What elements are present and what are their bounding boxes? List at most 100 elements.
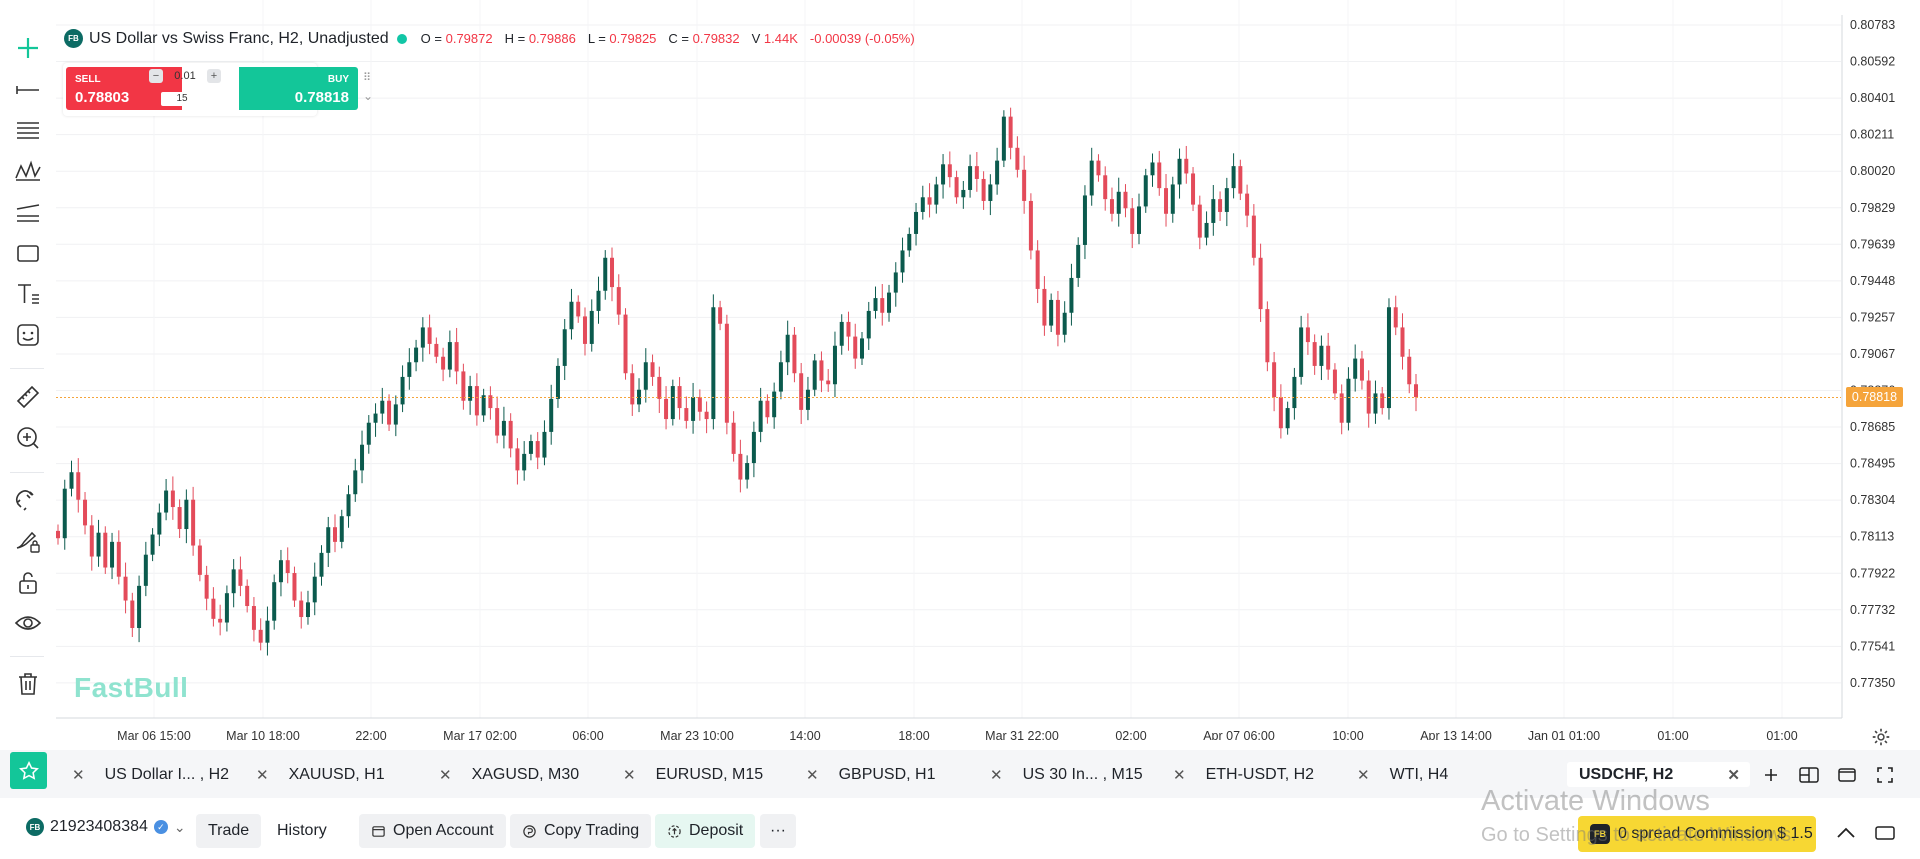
tab-xauusd[interactable]: ✕ XAUUSD, H1 xyxy=(256,762,436,787)
candle-up xyxy=(542,431,547,458)
window-button[interactable] xyxy=(1834,762,1860,788)
drawing-toolbar xyxy=(0,20,56,700)
chevron-down-icon[interactable]: ⌄ xyxy=(363,89,374,103)
copy-trading-button[interactable]: Copy Trading xyxy=(510,814,652,848)
candle-up xyxy=(941,164,946,185)
collapse-panel-button[interactable] xyxy=(1831,818,1861,848)
unlock-tool[interactable] xyxy=(10,564,46,600)
close-tab-icon[interactable]: ✕ xyxy=(806,766,819,784)
commission-banner[interactable]: FB 0 spread Commission $ 1.5 xyxy=(1578,816,1816,852)
deposit-label: Deposit xyxy=(689,822,744,839)
lot-size-input[interactable]: 0.01 xyxy=(174,70,196,82)
zoom-tool[interactable] xyxy=(10,420,46,456)
tab-usdchf[interactable]: USDCHF, H2 ✕ xyxy=(1567,762,1750,787)
candle-up xyxy=(1062,312,1067,335)
chart-area[interactable]: 0.80783 0.80592 0.80401 0.80211 0.80020 0.798… xyxy=(56,0,1920,740)
gear-icon[interactable] xyxy=(1870,726,1892,748)
price-tick-label: 0.80783 xyxy=(1850,18,1895,32)
channel-tool[interactable] xyxy=(10,194,46,230)
close-tab-icon[interactable]: ✕ xyxy=(623,766,636,784)
candle-up xyxy=(137,585,142,629)
horizontal-line-tool[interactable] xyxy=(10,71,46,107)
time-tick-label: Mar 10 18:00 xyxy=(226,729,300,740)
candle-down xyxy=(731,422,736,454)
candle-down xyxy=(89,525,94,557)
candle-down xyxy=(461,371,466,401)
candle-up xyxy=(603,257,608,291)
tab-label: WTI, H4 xyxy=(1389,765,1449,783)
lot-decrease-button[interactable]: − xyxy=(149,69,163,83)
price-chart[interactable]: 0.80783 0.80592 0.80401 0.80211 0.80020 0.798… xyxy=(56,0,1920,740)
close-tab-icon[interactable]: ✕ xyxy=(990,766,1003,784)
candle-down xyxy=(954,177,959,198)
add-tab-icon xyxy=(1765,769,1777,781)
close-tab-icon[interactable]: ✕ xyxy=(72,766,85,784)
tab-wti[interactable]: ✕ WTI, H4 xyxy=(1357,762,1537,787)
pattern-tool[interactable] xyxy=(10,153,46,189)
price-tick-label: 0.77541 xyxy=(1850,639,1895,653)
close-tab-icon[interactable]: ✕ xyxy=(1727,766,1740,784)
account-selector[interactable]: FB 21923408384 ✓ ⌄ xyxy=(26,818,186,836)
candle-up xyxy=(1211,199,1216,223)
promo-icon: FB xyxy=(1590,824,1610,844)
tab-gbpusd[interactable]: ✕ GBPUSD, H1 xyxy=(806,762,986,787)
close-tab-icon[interactable]: ✕ xyxy=(256,766,269,784)
lock-drawings-tool[interactable] xyxy=(10,523,46,559)
candle-down xyxy=(1035,250,1040,289)
ruler-icon xyxy=(16,385,40,409)
close-tab-icon[interactable]: ✕ xyxy=(439,766,452,784)
measure-tool[interactable] xyxy=(10,378,46,414)
candle-up xyxy=(751,431,756,464)
remove-drawings-tool[interactable] xyxy=(10,666,46,702)
tab-us-dollar-index[interactable]: ✕ US Dollar I... , H2 xyxy=(72,762,267,787)
more-button[interactable]: ··· xyxy=(760,814,796,848)
candle-up xyxy=(995,160,1000,185)
trade-button[interactable]: Trade xyxy=(196,814,262,848)
toolbar-divider xyxy=(10,472,44,473)
candle-down xyxy=(657,376,662,399)
open-account-button[interactable]: Open Account xyxy=(359,814,506,848)
layout-button[interactable] xyxy=(1796,762,1822,788)
history-button[interactable]: History xyxy=(265,814,339,848)
candle-up xyxy=(637,389,642,405)
crosshair-tool[interactable] xyxy=(10,30,46,66)
lot-increase-button[interactable]: + xyxy=(206,69,221,83)
emoji-tool[interactable] xyxy=(10,317,46,353)
tab-eth-usdt[interactable]: ✕ ETH-USDT, H2 xyxy=(1173,762,1353,787)
price-tick-label: 0.79067 xyxy=(1850,347,1895,361)
sell-label: SELL xyxy=(75,74,101,85)
symbol-title[interactable]: US Dollar vs Swiss Franc, H2, Unadjusted xyxy=(89,29,389,47)
tab-eurusd[interactable]: ✕ EURUSD, M15 xyxy=(623,762,803,787)
tab-us30[interactable]: ✕ US 30 In... , M15 xyxy=(990,762,1170,787)
candle-up xyxy=(772,391,777,418)
candle-down xyxy=(1197,204,1202,238)
panel-window-button[interactable] xyxy=(1870,818,1900,848)
favorites-button[interactable] xyxy=(10,752,47,789)
close-tab-icon[interactable]: ✕ xyxy=(1357,766,1370,784)
candle-up xyxy=(373,413,378,423)
visibility-tool[interactable] xyxy=(10,605,46,641)
candle-down xyxy=(170,490,175,508)
candle-up xyxy=(407,362,412,377)
tab-xagusd[interactable]: ✕ XAGUSD, M30 xyxy=(439,762,619,787)
close-tab-icon[interactable]: ✕ xyxy=(1173,766,1186,784)
candle-up xyxy=(914,211,919,234)
price-tick-label: 0.78495 xyxy=(1850,457,1895,471)
text-tool[interactable] xyxy=(10,276,46,312)
drag-handle-icon[interactable]: ⠿ xyxy=(363,72,371,84)
buy-label: BUY xyxy=(327,74,349,85)
buy-button[interactable]: BUY 0.78818 xyxy=(239,67,358,110)
fullscreen-button[interactable] xyxy=(1872,762,1898,788)
candle-up xyxy=(305,602,310,618)
tab-label: USDCHF, H2 xyxy=(1579,765,1674,783)
fib-retracement-tool[interactable] xyxy=(10,112,46,148)
chart-legend: FB US Dollar vs Swiss Franc, H2, Unadjus… xyxy=(64,29,915,48)
rectangle-tool[interactable] xyxy=(10,235,46,271)
price-tick-label: 0.79639 xyxy=(1850,237,1895,251)
candle-up xyxy=(1386,307,1391,409)
candle-down xyxy=(799,373,804,410)
add-tab-button[interactable] xyxy=(1758,762,1784,788)
magnet-tool[interactable] xyxy=(10,482,46,518)
candle-up xyxy=(1089,160,1094,196)
deposit-button[interactable]: Deposit xyxy=(655,814,756,848)
